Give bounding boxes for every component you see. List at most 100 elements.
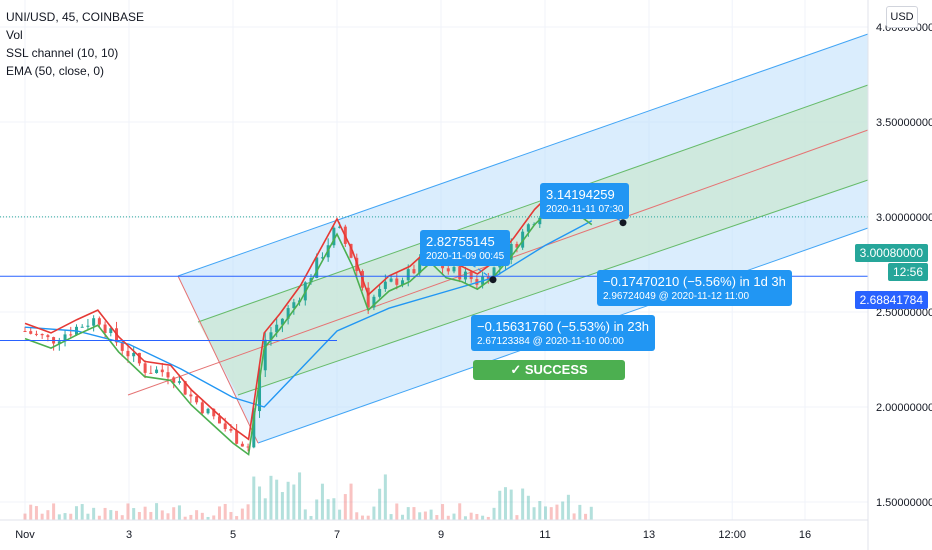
volume-bar-2	[34, 506, 38, 520]
high-callout-2[interactable]: 3.14194259 2020-11-11 07:30	[540, 183, 630, 219]
volume-bar-39	[246, 504, 250, 520]
high-2-price: 3.14194259	[546, 187, 615, 202]
candle-body-52	[320, 257, 324, 259]
candle-body-62	[378, 288, 382, 297]
volume-bar-55	[338, 509, 342, 520]
volume-bar-98	[584, 513, 588, 520]
volume-bar-99	[589, 506, 593, 520]
volume-bar-87	[521, 488, 525, 520]
projection-2-detail: 2.96724049 @ 2020-11-12 11:00	[603, 291, 750, 302]
candle-body-40	[252, 411, 256, 448]
candle-body-0	[23, 331, 27, 332]
legend-symbol[interactable]: UNI/USD, 45, COINBASE	[6, 10, 145, 24]
projection-callout-2[interactable]: −0.17470210 (−5.56%) in 1d 3h 2.96724049…	[597, 270, 792, 306]
candle-body-29	[189, 394, 193, 397]
volume-bar-7	[63, 513, 67, 520]
volume-bar-12	[92, 507, 96, 520]
candle-body-55	[338, 226, 342, 228]
candle-body-33	[212, 408, 216, 417]
volume-bar-24	[160, 510, 164, 520]
volume-bar-8	[69, 513, 73, 520]
projection-target-0	[489, 276, 497, 284]
volume-bar-44	[275, 479, 279, 520]
volume-bar-65	[395, 503, 399, 520]
volume-bar-0	[23, 513, 27, 520]
legend-ssl[interactable]: SSL channel (10, 10)	[6, 46, 119, 60]
candle-body-35	[223, 423, 227, 430]
volume-bar-52	[320, 483, 324, 520]
candle-body-34	[217, 416, 221, 424]
time-tick-3: 7	[334, 529, 340, 541]
volume-bar-54	[332, 498, 336, 520]
time-tick-2: 5	[230, 529, 236, 541]
candle-body-7	[63, 334, 67, 342]
candle-body-45	[280, 318, 284, 325]
volume-bar-10	[80, 504, 84, 520]
volume-bar-86	[515, 515, 519, 520]
candle-body-65	[395, 278, 399, 285]
volume-bar-63	[383, 474, 387, 520]
volume-bar-21	[143, 506, 147, 520]
volume-bar-74	[446, 515, 450, 520]
candle-body-2	[34, 333, 38, 335]
high-2-time: 2020-11-11 07:30	[546, 204, 624, 215]
candle-body-32	[206, 408, 210, 414]
candle-body-63	[383, 281, 387, 289]
volume-bar-72	[435, 515, 439, 520]
channel-left-edge	[177, 275, 259, 444]
candle-body-85	[509, 243, 513, 260]
candle-body-39	[246, 446, 250, 448]
candle-body-18	[126, 350, 130, 357]
candle-body-38	[240, 443, 244, 447]
candle-body-43	[269, 332, 273, 340]
volume-bar-78	[469, 512, 473, 520]
candle-body-57	[349, 243, 353, 258]
candle-body-76	[458, 266, 462, 280]
currency-button[interactable]: USD	[886, 6, 918, 28]
time-tick-4: 9	[438, 529, 444, 541]
projection-2-change: −0.17470210 (−5.56%) in 1d 3h	[603, 274, 786, 289]
volume-bar-50	[309, 516, 313, 520]
volume-bar-85	[509, 489, 513, 520]
volume-bar-89	[532, 507, 536, 520]
volume-bar-80	[481, 515, 485, 520]
volume-bar-81	[486, 516, 490, 520]
volume-bar-67	[406, 507, 410, 520]
candle-body-36	[229, 429, 233, 431]
candle-body-11	[86, 325, 90, 327]
volume-bar-94	[561, 501, 565, 520]
volume-bar-92	[549, 507, 553, 520]
candle-body-66	[401, 280, 405, 285]
channel-inner-fill	[198, 85, 868, 395]
time-tick-7: 12:00	[718, 529, 746, 541]
ssl-line-down	[24, 193, 593, 441]
legend-vol[interactable]: Vol	[6, 28, 23, 42]
candle-body-42	[263, 339, 267, 371]
volume-bar-16	[115, 510, 119, 520]
volume-bar-22	[149, 511, 153, 520]
volume-bar-46	[286, 481, 290, 520]
volume-bar-29	[189, 514, 193, 520]
volume-bar-23	[155, 503, 159, 520]
candle-body-68	[412, 269, 416, 274]
volume-bar-69	[418, 512, 422, 520]
volume-bar-40	[252, 476, 256, 520]
projection-callout-1[interactable]: −0.15631760 (−5.53%) in 23h 2.67123384 @…	[471, 315, 656, 351]
candle-body-25	[166, 372, 170, 378]
price-tick-5: 2.00000000	[876, 402, 932, 414]
candle-body-60	[366, 287, 370, 308]
high-callout-1[interactable]: 2.82755145 2020-11-09 00:45	[420, 230, 511, 266]
volume-bar-71	[429, 509, 433, 520]
candle-body-26	[172, 377, 176, 383]
candle-body-19	[132, 352, 136, 357]
volume-bar-57	[349, 483, 353, 520]
candle-body-44	[275, 324, 279, 333]
volume-bar-47	[292, 484, 296, 520]
volume-bar-26	[172, 507, 176, 520]
time-axis[interactable]: Nov 3 5 7 9 11 13 12:00 16	[0, 519, 868, 541]
candle-body-51	[315, 257, 319, 278]
volume-bar-30	[195, 510, 199, 520]
legend-ema[interactable]: EMA (50, close, 0)	[6, 64, 105, 78]
price-tick-3: 3.00000000	[876, 212, 932, 224]
